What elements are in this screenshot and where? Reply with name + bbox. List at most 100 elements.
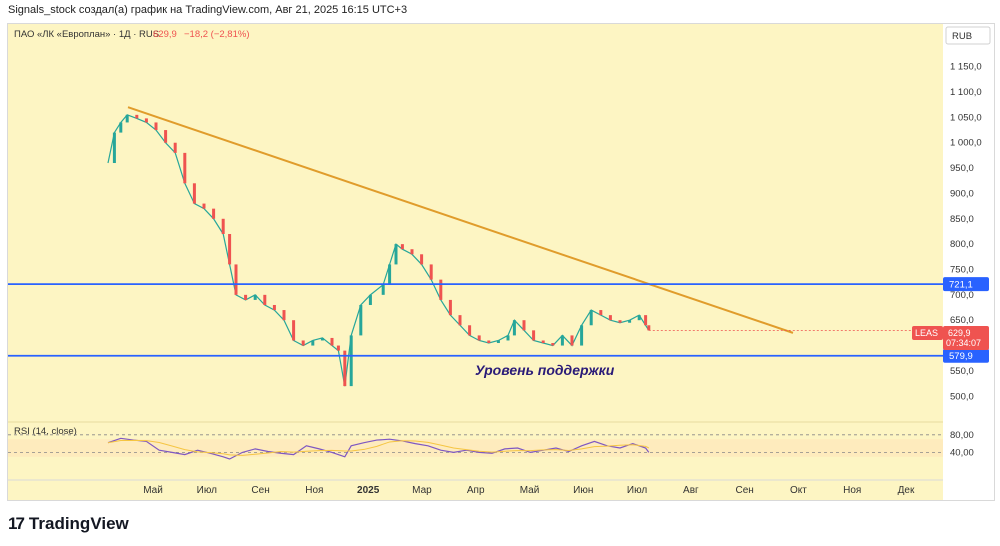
price-candle	[628, 320, 632, 323]
price-candle	[228, 234, 232, 265]
time-tick-label: Мар	[412, 485, 432, 496]
price-candle	[448, 299, 452, 316]
tradingview-logo-icon: 17	[8, 514, 25, 533]
price-candle	[560, 335, 564, 346]
time-tick-label: Сен	[251, 485, 269, 496]
time-tick-label: Дек	[898, 485, 915, 496]
price-candle	[164, 130, 168, 143]
attribution-text: Signals_stock создал(а) график на Tradin…	[8, 4, 408, 16]
price-candle	[135, 114, 139, 119]
price-candle	[420, 254, 424, 265]
price-candle	[512, 320, 516, 336]
rsi-label: RSI (14, close)	[14, 426, 77, 437]
level-tag-label: 721,1	[949, 280, 973, 291]
price-pane-bg	[8, 24, 943, 500]
trendline	[127, 106, 794, 334]
price-tick-label: 850,0	[950, 214, 974, 225]
price-candle	[125, 114, 129, 123]
price-candle	[644, 315, 648, 326]
price-candle	[320, 337, 324, 341]
support-label: Уровень поддержки	[475, 362, 615, 378]
price-tick-label: 1 050,0	[950, 112, 982, 123]
time-tick-label: Сен	[735, 485, 753, 496]
price-candle	[368, 294, 372, 305]
price-candle	[212, 208, 216, 219]
price-candle	[506, 335, 510, 341]
price-candle	[468, 325, 472, 336]
time-tick-label: 2025	[357, 485, 380, 496]
legend-price: 629,9	[153, 29, 177, 40]
time-tick-label: Июн	[573, 485, 593, 496]
price-tick-label: 700,0	[950, 290, 974, 301]
rsi-tick-label: 40,00	[950, 447, 974, 458]
price-candle	[349, 335, 353, 387]
price-candle	[551, 343, 555, 346]
price-candle	[301, 340, 305, 346]
price-tag-countdown: 07:34:07	[946, 338, 981, 348]
currency-box[interactable]	[945, 26, 991, 45]
price-candle	[522, 320, 526, 331]
price-candle	[477, 335, 481, 341]
price-tick-label: 1 100,0	[950, 87, 982, 98]
price-candle	[599, 310, 603, 316]
price-candle	[311, 340, 315, 346]
price-candle	[458, 315, 462, 326]
time-tick-label: Май	[520, 485, 540, 496]
price-candle	[112, 132, 116, 164]
price-candle	[282, 310, 286, 321]
price-candle	[381, 284, 385, 295]
price-candle	[647, 325, 651, 331]
price-candle	[608, 315, 612, 321]
price-candle	[183, 152, 187, 184]
price-candle	[253, 294, 257, 300]
tradingview-brand: TradingView	[28, 514, 129, 533]
price-candle	[637, 315, 641, 321]
price-candle	[359, 304, 363, 336]
price-axis-bg	[943, 24, 994, 500]
price-tick-label: 950,0	[950, 163, 974, 174]
price-candle	[144, 118, 148, 123]
symbol-legend: ПАО «ЛК «Европлан» · 1Д · RUS	[14, 29, 159, 40]
time-tick-label: Июл	[627, 485, 647, 496]
price-candle	[580, 325, 584, 346]
price-candle	[541, 340, 545, 344]
rsi-tick-label: 80,00	[950, 430, 974, 441]
price-candle	[263, 294, 267, 305]
price-tick-label: 800,0	[950, 239, 974, 250]
time-tick-label: Апр	[467, 485, 485, 496]
time-tick-label: Ноя	[305, 485, 323, 496]
price-candle	[154, 122, 158, 131]
price-candle	[532, 330, 536, 341]
level-tag-label: 579,9	[949, 351, 973, 362]
price-candle	[119, 122, 123, 133]
price-candle	[410, 249, 414, 255]
chart-container[interactable]: ПАО «ЛК «Европлан» · 1Д · RUS 629,9 −18,…	[7, 23, 995, 501]
price-candle	[192, 183, 196, 204]
time-tick-label: Авг	[683, 485, 699, 496]
price-tick-label: 750,0	[950, 264, 974, 275]
time-tick-label: Окт	[790, 485, 807, 496]
level-tag	[943, 277, 989, 292]
price-candle	[394, 244, 398, 265]
price-line	[107, 114, 650, 387]
price-candle	[173, 142, 177, 153]
price-chart[interactable]: ПАО «ЛК «Европлан» · 1Д · RUS 629,9 −18,…	[8, 24, 994, 500]
price-tick-label: 900,0	[950, 188, 974, 199]
price-tag-value: 629,9	[948, 328, 971, 338]
level-tag	[943, 348, 989, 363]
price-candle	[589, 310, 593, 326]
price-candle	[330, 337, 334, 346]
price-candle	[221, 218, 225, 234]
tradingview-logo[interactable]: 17 TradingView	[8, 514, 129, 534]
price-candle	[400, 244, 404, 250]
price-candle	[202, 203, 206, 209]
time-tick-label: Май	[143, 485, 163, 496]
price-candle	[336, 345, 340, 351]
price-candle	[272, 304, 276, 311]
price-candle	[487, 340, 491, 344]
price-candle	[439, 279, 443, 300]
price-candle	[618, 320, 622, 323]
price-candle	[496, 340, 500, 344]
price-candle	[429, 264, 433, 280]
price-candle	[388, 264, 392, 285]
